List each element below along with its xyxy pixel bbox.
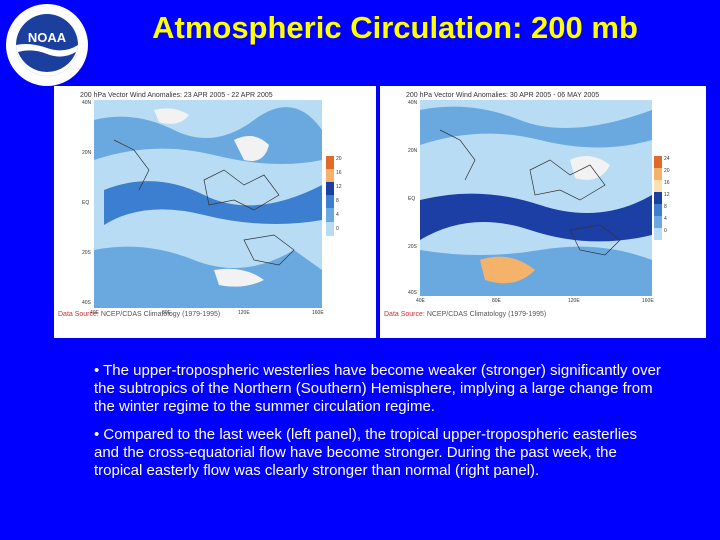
right-wind-anomaly-map (420, 100, 652, 296)
right-colorbar-label: 8 (664, 204, 667, 210)
noaa-logo-text: NOAA (28, 30, 67, 45)
left-wind-anomaly-map (94, 100, 322, 308)
longitude-label: 120E (568, 298, 580, 304)
left-colorbar-label: 20 (336, 156, 342, 162)
right-colorbar-label: 4 (664, 216, 667, 222)
latitude-label: 20S (408, 244, 417, 250)
right-colorbar-label: 12 (664, 192, 670, 198)
right-map-panel: 200 hPa Vector Wind Anomalies: 30 APR 20… (380, 86, 706, 338)
left-panel-header: 200 hPa Vector Wind Anomalies: 23 APR 20… (80, 92, 273, 99)
footer-source-label: Data Source: (58, 311, 99, 318)
right-colorbar-label: 16 (664, 180, 670, 186)
latitude-label: 20S (82, 250, 91, 256)
longitude-label: 120E (238, 310, 250, 316)
noaa-logo: NOAA (4, 2, 90, 88)
latitude-label: EQ (82, 200, 90, 206)
latitude-label: 40N (408, 100, 418, 106)
right-colorbar-label: 0 (664, 228, 667, 234)
footer-source-text: NCEP/CDAS Climatology (1979-1995) (426, 311, 547, 318)
footer-source-label: Data Source: (384, 311, 425, 318)
left-colorbar-label: 8 (336, 198, 339, 204)
left-colorbar (326, 156, 334, 236)
latitude-label: 20N (408, 148, 418, 154)
longitude-label: 160E (642, 298, 654, 304)
longitude-label: 80E (162, 310, 171, 316)
left-panel-footer: Data Source: NCEP/CDAS Climatology (1979… (58, 311, 220, 318)
footer-source-text: NCEP/CDAS Climatology (1979-1995) (100, 311, 221, 318)
summary-bullets: • The upper-tropospheric westerlies have… (94, 362, 664, 490)
left-colorbar-label: 0 (336, 226, 339, 232)
bullet-item: • The upper-tropospheric westerlies have… (94, 362, 661, 415)
left-colorbar-label: 12 (336, 184, 342, 190)
longitude-label: 80E (492, 298, 501, 304)
longitude-label: 40E (90, 310, 99, 316)
right-panel-header: 200 hPa Vector Wind Anomalies: 30 APR 20… (406, 92, 600, 99)
longitude-label: 160E (312, 310, 324, 316)
right-colorbar-label: 24 (664, 156, 670, 162)
longitude-label: 40E (416, 298, 425, 304)
latitude-label: 40S (408, 290, 417, 296)
latitude-label: 40N (82, 100, 92, 106)
right-colorbar (654, 156, 662, 240)
left-map-panel: 200 hPa Vector Wind Anomalies: 23 APR 20… (54, 86, 376, 338)
left-colorbar-label: 4 (336, 212, 339, 218)
latitude-label: 40S (82, 300, 91, 306)
bullet-item: • Compared to the last week (left panel)… (94, 426, 638, 479)
right-colorbar-label: 20 (664, 168, 670, 174)
left-colorbar-label: 16 (336, 170, 342, 176)
slide-title: Atmospheric Circulation: 200 mb (152, 10, 638, 45)
latitude-label: EQ (408, 196, 416, 202)
latitude-label: 20N (82, 150, 92, 156)
right-panel-footer: Data Source: NCEP/CDAS Climatology (1979… (384, 311, 546, 318)
